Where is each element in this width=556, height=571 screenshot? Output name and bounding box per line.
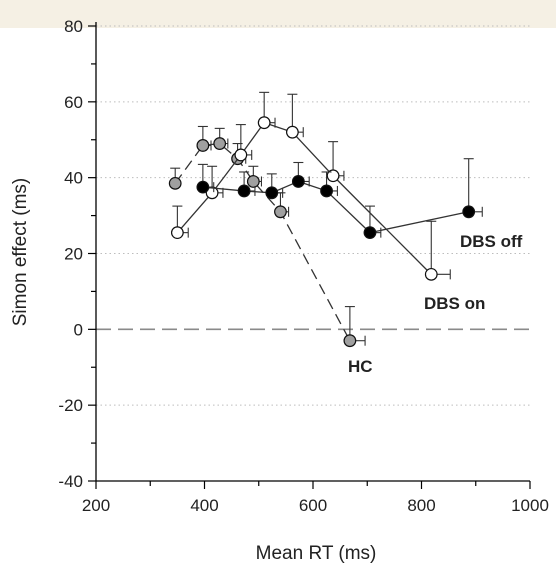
data-point-dbs-off	[196, 180, 210, 194]
axes: -40 -20 0 20 40 60 80 200 400 600 800 1000	[58, 17, 548, 515]
data-point-dbs-on	[234, 148, 248, 162]
data-point-hc	[343, 334, 357, 348]
series-line-hc	[174, 142, 351, 342]
y-tick-label: 40	[64, 169, 83, 188]
data-point-dbs-off	[462, 205, 476, 219]
y-tick-label: -20	[58, 396, 83, 415]
data-point-dbs-on	[170, 226, 184, 240]
x-tick-label: 800	[407, 496, 435, 515]
x-axis-title: Mean RT (ms)	[256, 543, 377, 564]
data-point-dbs-off	[265, 186, 279, 200]
data-point-dbs-on	[257, 116, 271, 130]
data-point-hc	[213, 137, 227, 150]
data-point-dbs-on	[285, 125, 299, 139]
data-point-hc	[168, 176, 182, 190]
series-labels: DBS off DBS on HC	[348, 232, 523, 376]
top-background-band	[0, 0, 556, 28]
data-point-dbs-on	[326, 169, 340, 183]
data-point-dbs-off	[291, 175, 305, 188]
x-tick-label: 600	[299, 496, 327, 515]
y-axis-title: Simon effect (ms)	[10, 178, 31, 327]
data-point-dbs-on	[424, 267, 438, 281]
series-label-dbs-on: DBS on	[424, 294, 485, 313]
data-point-hc	[196, 139, 210, 152]
y-tick-label: 20	[64, 245, 83, 264]
y-tick-label: 0	[74, 320, 83, 339]
data-point-hc	[246, 175, 260, 188]
data-point-dbs-off	[320, 184, 333, 198]
y-tick-label: 80	[64, 17, 83, 36]
data-point-dbs-off	[363, 226, 377, 240]
x-tick-label: 400	[190, 496, 218, 515]
series-label-hc: HC	[348, 357, 373, 376]
series-label-dbs-off: DBS off	[460, 232, 523, 251]
data-series	[168, 91, 483, 348]
y-tick-label: 60	[64, 93, 83, 112]
data-point-hc	[274, 205, 287, 219]
x-tick-label: 200	[82, 496, 110, 515]
data-point-dbs-off	[237, 184, 251, 198]
x-tick-label: 1000	[511, 496, 549, 515]
y-tick-label: -40	[58, 472, 83, 491]
gridlines	[96, 25, 530, 406]
